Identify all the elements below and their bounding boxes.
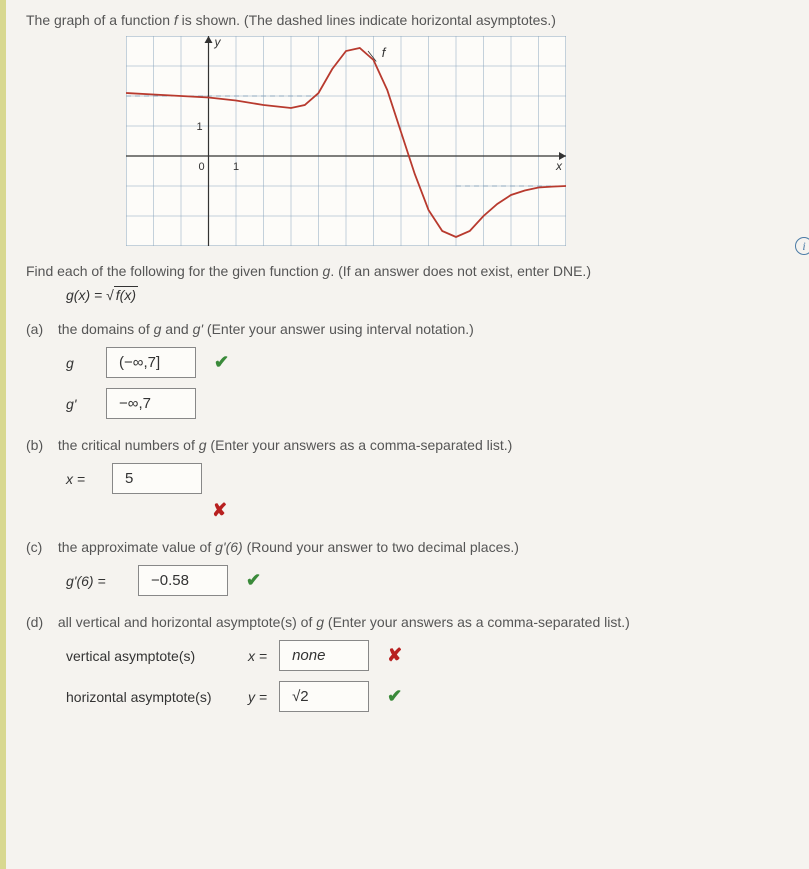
check-icon: ✔ [246,570,261,591]
part-c-prefix: the approximate value of [58,539,215,555]
find-instruction: Find each of the following for the given… [26,263,789,279]
intro-text: The graph of a function f is shown. (The… [26,12,789,28]
part-d: (d) all vertical and horizontal asymptot… [26,614,789,630]
find-prefix: Find each of the following for the given… [26,263,323,279]
part-c-row: g'(6) = −0.58 ✔ [66,565,789,596]
part-d-row-horiz: horizontal asymptote(s) y = √2 ✔ [66,681,789,712]
answer-gprime6[interactable]: −0.58 [138,565,228,596]
svg-text:0: 0 [199,161,205,173]
g-lhs: g(x) = [66,287,106,303]
part-d-label: (d) [26,614,54,630]
part-b-label: (b) [26,437,54,453]
answer-horiz-asymp[interactable]: √2 [279,681,369,712]
part-d-suffix: (Enter your answers as a comma-separated… [324,614,630,630]
answer-gp-domain[interactable]: −∞,7 [106,388,196,419]
part-d-row-vert: vertical asymptote(s) x = none ✘ [66,640,789,671]
vert-eq: x = [248,648,267,664]
check-icon: ✔ [387,686,402,707]
svg-text:y: y [214,36,222,49]
vert-label: vertical asymptote(s) [66,648,236,664]
answer-critical[interactable]: 5 [112,463,202,494]
graph-container: yx011f i [126,36,789,249]
part-b: (b) the critical numbers of g (Enter you… [26,437,789,453]
part-c: (c) the approximate value of g'(6) (Roun… [26,539,789,555]
row-label-gp: g' [66,396,94,412]
horiz-label: horizontal asymptote(s) [66,689,236,705]
cross-icon: ✘ [212,500,227,521]
part-a: (a) the domains of g and g' (Enter your … [26,321,789,337]
svg-text:1: 1 [233,161,239,173]
function-graph: yx011f [126,36,566,246]
intro-suffix: is shown. (The dashed lines indicate hor… [178,12,556,28]
part-b-lhs: x = [66,471,100,487]
part-a-label: (a) [26,321,54,337]
horiz-eq: y = [248,689,267,705]
part-b-prefix: the critical numbers of [58,437,199,453]
part-a-row-gp: g' −∞,7 [66,388,789,419]
sqrt-content: f(x) [114,286,138,303]
sqrt-sign: √ [106,287,114,303]
g-definition: g(x) = √f(x) [66,287,789,303]
answer-g-domain[interactable]: (−∞,7] [106,347,196,378]
row-label-g: g [66,355,94,371]
part-a-suffix: (Enter your answer using interval notati… [203,321,474,337]
part-a-row-g: g (−∞,7] ✔ [66,347,789,378]
check-icon: ✔ [214,352,229,373]
part-a-mid: and [161,321,192,337]
intro-prefix: The graph of a function [26,12,174,28]
info-icon[interactable]: i [795,237,809,255]
part-b-mark-row: ✘ [206,500,789,521]
part-c-label: (c) [26,539,54,555]
part-d-g: g [316,614,324,630]
part-b-row: x = 5 [66,463,789,494]
question-page: The graph of a function f is shown. (The… [0,0,809,869]
part-b-g: g [199,437,207,453]
part-b-suffix: (Enter your answers as a comma-separated… [207,437,513,453]
part-a-gp: g' [193,321,203,337]
svg-text:x: x [555,159,563,173]
svg-text:1: 1 [197,121,203,133]
cross-icon: ✘ [387,645,402,666]
part-c-lhs: g'(6) = [66,573,126,589]
part-c-suffix: (Round your answer to two decimal places… [243,539,519,555]
answer-vert-asymp[interactable]: none [279,640,369,671]
part-d-prefix: all vertical and horizontal asymptote(s)… [58,614,316,630]
find-suffix: . (If an answer does not exist, enter DN… [330,263,591,279]
part-a-prefix: the domains of [58,321,154,337]
part-c-gp: g'(6) [215,539,243,555]
